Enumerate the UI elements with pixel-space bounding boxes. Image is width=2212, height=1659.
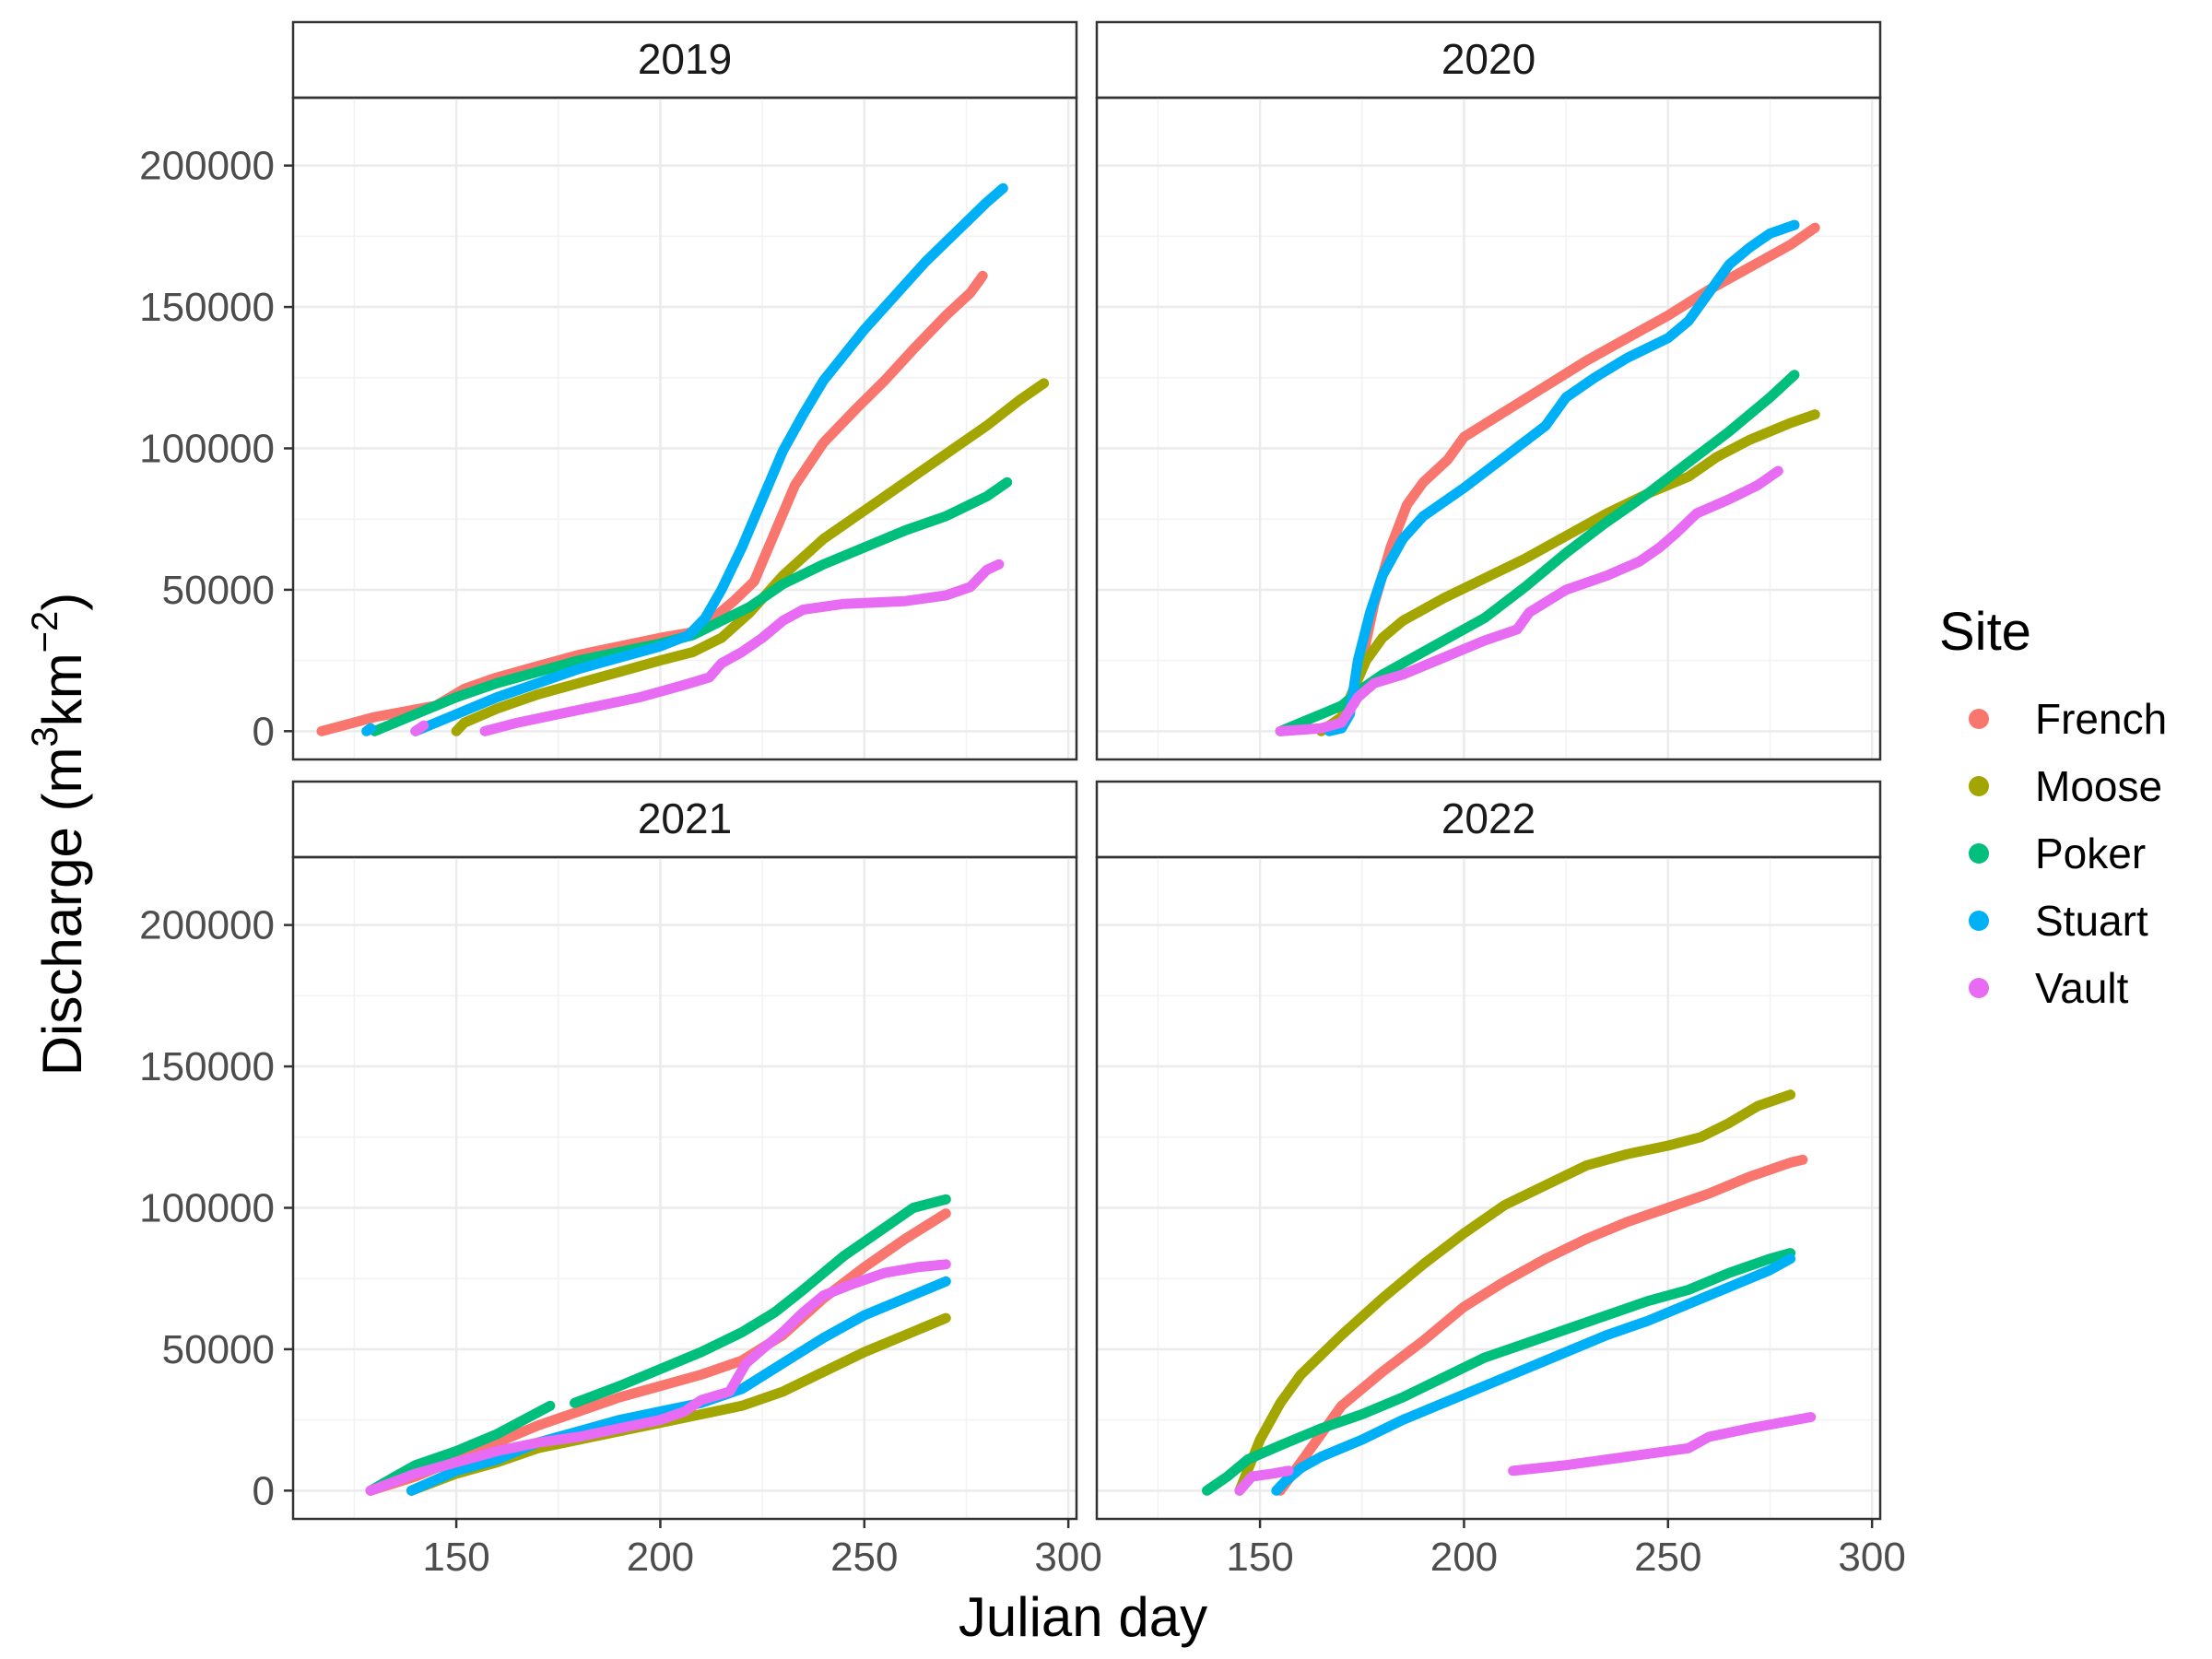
facet-panels: 2019 2020 2021 2022 <box>291 20 1882 1521</box>
legend-label-vault: Vault <box>2035 964 2129 1012</box>
series-stuart-2019 <box>361 182 1008 736</box>
series-line-vault <box>1508 1412 1817 1477</box>
panel-2022: 2022 <box>1095 780 1882 1521</box>
y-tick-label: 150000 <box>139 285 275 330</box>
y-axis-title-close: ) <box>31 593 93 611</box>
series-line-stuart <box>406 1276 951 1496</box>
series-vault-2019 <box>410 559 1005 736</box>
y-axis-title-mid: km <box>31 653 93 726</box>
series-line-moose <box>1316 409 1820 736</box>
y-axes: 0 50000 100000 150000 200000 0 50000 100000 1500… <box>139 144 293 1513</box>
x-tick-label: 300 <box>1838 1535 1905 1580</box>
panel-border-2022 <box>1095 855 1882 1521</box>
y-tick-label: 50000 <box>162 1327 275 1372</box>
legend-title: Site <box>1939 602 2031 662</box>
y-axis-title-sup-1: 3 <box>25 726 65 747</box>
panel-border-2020 <box>1095 96 1882 761</box>
series-poker-2019 <box>370 477 1013 736</box>
series-moose-2020 <box>1316 409 1820 736</box>
legend: Site French Moose Poker Stuart Vault <box>1939 602 2167 1012</box>
y-tick-label: 100000 <box>139 426 275 471</box>
y-tick-label: 100000 <box>139 1185 275 1230</box>
series-poker-2022 <box>1202 1248 1796 1496</box>
series-stuart-2022 <box>1271 1253 1796 1496</box>
panel-2020: 2020 <box>1095 20 1882 761</box>
gridlines-2019 <box>293 98 1077 759</box>
legend-label-moose: Moose <box>2035 762 2162 810</box>
y-tick-label: 150000 <box>139 1044 275 1089</box>
legend-label-poker: Poker <box>2035 830 2146 877</box>
panel-border-2019 <box>291 96 1078 761</box>
strip-label-2021: 2021 <box>638 794 732 842</box>
panel-2021: 2021 <box>291 780 1078 1521</box>
x-tick-label: 250 <box>1634 1535 1701 1580</box>
strip-label-2019: 2019 <box>638 35 732 83</box>
strip-2020 <box>1095 20 1882 100</box>
x-tick-label: 200 <box>627 1535 694 1580</box>
x-tick-label: 250 <box>830 1535 898 1580</box>
panel-2019: 2019 <box>291 20 1078 761</box>
legend-key-poker <box>1969 843 1989 864</box>
y-tick-label: 0 <box>253 1468 275 1513</box>
series-poker-2020 <box>1275 370 1800 736</box>
series-line-poker <box>1202 1248 1796 1496</box>
series-line-stuart <box>361 723 376 736</box>
y-tick-label: 200000 <box>139 144 275 189</box>
y-axis-title-main: Discharge (m <box>31 747 93 1077</box>
x-tick-label: 150 <box>422 1535 489 1580</box>
x-tick-label: 200 <box>1430 1535 1498 1580</box>
series-vault-2020 <box>1275 465 1783 736</box>
x-tick-label: 300 <box>1034 1535 1101 1580</box>
x-axes: 150 200 250 300 150 200 250 300 <box>422 1519 1906 1580</box>
series-vault-2022 <box>1234 1412 1817 1496</box>
x-axis-title: Julian day <box>959 1586 1207 1648</box>
series-stuart-2020 <box>1324 219 1800 736</box>
series-moose-2022 <box>1234 1089 1796 1496</box>
series-line-vault <box>479 559 1005 736</box>
series-line-poker <box>570 1194 951 1408</box>
series-line-poker <box>1275 370 1800 736</box>
x-tick-label: 150 <box>1226 1535 1293 1580</box>
series-line-french <box>316 270 988 736</box>
series-line-stuart <box>1271 1253 1796 1496</box>
series-moose-2019 <box>451 378 1050 736</box>
series-line-vault <box>410 720 429 736</box>
strip-label-2020: 2020 <box>1441 35 1535 83</box>
series-line-vault <box>1275 465 1783 736</box>
strip-2021 <box>291 780 1078 859</box>
y-axis-title: Discharge (m3km−2) <box>25 593 93 1077</box>
legend-key-vault <box>1969 978 1989 998</box>
series-line-stuart <box>410 182 1008 736</box>
series-line-stuart <box>1324 219 1800 736</box>
strip-label-2022: 2022 <box>1441 794 1535 842</box>
series-vault-2021 <box>365 1259 951 1496</box>
series-french-2019 <box>316 270 988 736</box>
y-tick-label: 200000 <box>139 903 275 948</box>
series-line-vault <box>365 1259 951 1496</box>
gridlines-2022 <box>1097 857 1880 1519</box>
y-tick-label: 50000 <box>162 568 275 613</box>
y-axis-title-sup-2: −2 <box>25 611 65 653</box>
series-line-vault <box>1234 1465 1294 1496</box>
panel-border-2021 <box>291 855 1078 1521</box>
legend-label-french: French <box>2035 695 2167 743</box>
series-line-poker <box>370 477 1013 736</box>
series-stuart-2021 <box>406 1276 951 1496</box>
legend-key-french <box>1969 709 1989 729</box>
legend-key-moose <box>1969 776 1989 796</box>
y-tick-label: 0 <box>253 709 275 754</box>
legend-label-stuart: Stuart <box>2035 897 2148 945</box>
series-line-moose <box>451 378 1050 736</box>
legend-key-stuart <box>1969 911 1989 931</box>
series-line-moose <box>1234 1089 1796 1496</box>
strip-2019 <box>291 20 1078 100</box>
gridlines-2020 <box>1097 98 1880 759</box>
